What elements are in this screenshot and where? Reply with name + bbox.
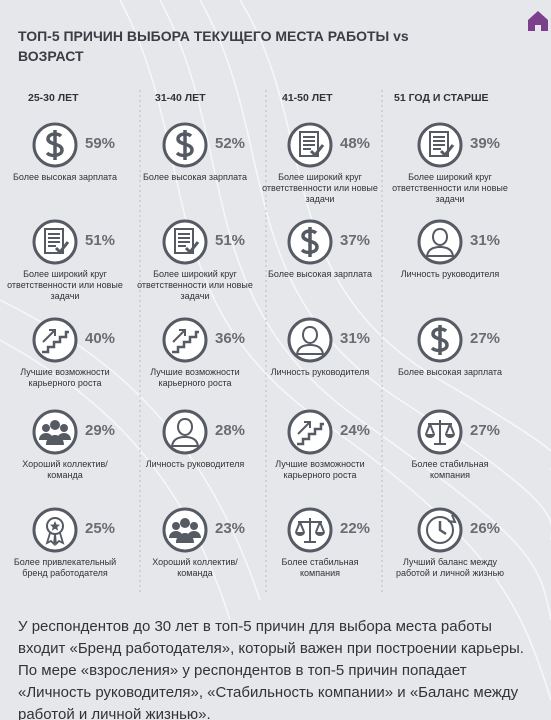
reason-icon xyxy=(161,408,209,456)
percent: 52% xyxy=(215,135,246,152)
reason-icon xyxy=(416,408,464,456)
percent: 51% xyxy=(215,232,246,249)
column-header: 31-40 ЛЕТ xyxy=(155,92,206,104)
percent: 24% xyxy=(340,422,371,439)
reason-icon xyxy=(31,408,79,456)
reason-label: Более стабильная компания xyxy=(281,557,359,578)
reason-label: Хороший коллектив/ команда xyxy=(22,459,108,480)
percent: 27% xyxy=(470,422,501,439)
reason-icon xyxy=(31,121,79,169)
reason-icon xyxy=(161,316,209,364)
reason-label: Более широкий круг ответственности или н… xyxy=(392,172,508,204)
percent: 37% xyxy=(340,232,371,249)
reason-label: Более стабильная компания xyxy=(411,459,489,480)
reason-label: Более привлекательный бренд работодателя xyxy=(13,557,117,578)
footer-text: У респондентов до 30 лет в топ-5 причин … xyxy=(18,618,524,720)
reason-label: Личность руководителя xyxy=(270,367,370,377)
reason-icon xyxy=(416,121,464,169)
reason-label: Более высокая зарплата xyxy=(268,269,372,279)
reason-icon xyxy=(161,506,209,554)
title: ТОП-5 ПРИЧИН ВЫБОРА ТЕКУЩЕГО МЕСТА РАБОТ… xyxy=(18,28,409,64)
reason-icon xyxy=(286,316,334,364)
reason-label: Более широкий круг ответственности или н… xyxy=(137,269,253,301)
reason-label: Лучшие возможности карьерного роста xyxy=(275,459,365,480)
reason-label: Лучшие возможности карьерного роста xyxy=(20,367,110,388)
reason-icon xyxy=(31,506,79,554)
percent: 39% xyxy=(470,135,501,152)
percent: 31% xyxy=(470,232,501,249)
reason-label: Лучший баланс между работой и личной жиз… xyxy=(395,557,505,578)
percent: 48% xyxy=(340,135,371,152)
column-header: 25-30 ЛЕТ xyxy=(28,92,79,104)
reason-label: Хороший коллектив/ команда xyxy=(152,557,238,578)
reason-icon xyxy=(31,316,79,364)
percent: 40% xyxy=(85,330,116,347)
percent: 29% xyxy=(85,422,116,439)
reason-label: Лучшие возможности карьерного роста xyxy=(150,367,240,388)
reason-label: Более высокая зарплата xyxy=(143,172,247,182)
percent: 25% xyxy=(85,520,116,537)
reason-icon xyxy=(31,218,79,266)
percent: 31% xyxy=(340,330,371,347)
percent: 26% xyxy=(470,520,501,537)
reason-label: Более широкий круг ответственности или н… xyxy=(7,269,123,301)
percent: 27% xyxy=(470,330,501,347)
percent: 59% xyxy=(85,135,116,152)
reason-icon xyxy=(416,316,464,364)
percent: 28% xyxy=(215,422,246,439)
reason-label: Более широкий круг ответственности или н… xyxy=(262,172,378,204)
reason-icon xyxy=(161,218,209,266)
reason-icon xyxy=(286,506,334,554)
column-header: 41-50 ЛЕТ xyxy=(282,92,333,104)
reason-label: Личность руководителя xyxy=(400,269,500,279)
percent: 51% xyxy=(85,232,116,249)
reason-icon xyxy=(286,408,334,456)
column-header: 51 ГОД И СТАРШЕ xyxy=(394,92,489,104)
home-icon[interactable] xyxy=(528,11,548,31)
reason-label: Более высокая зарплата xyxy=(398,367,502,377)
reason-label: Личность руководителя xyxy=(145,459,245,469)
reason-label: Более высокая зарплата xyxy=(13,172,117,182)
reason-icon xyxy=(416,506,464,554)
percent: 23% xyxy=(215,520,246,537)
reason-icon xyxy=(286,121,334,169)
reason-icon xyxy=(286,218,334,266)
percent: 22% xyxy=(340,520,371,537)
reason-icon xyxy=(161,121,209,169)
reason-icon xyxy=(416,218,464,266)
percent: 36% xyxy=(215,330,246,347)
